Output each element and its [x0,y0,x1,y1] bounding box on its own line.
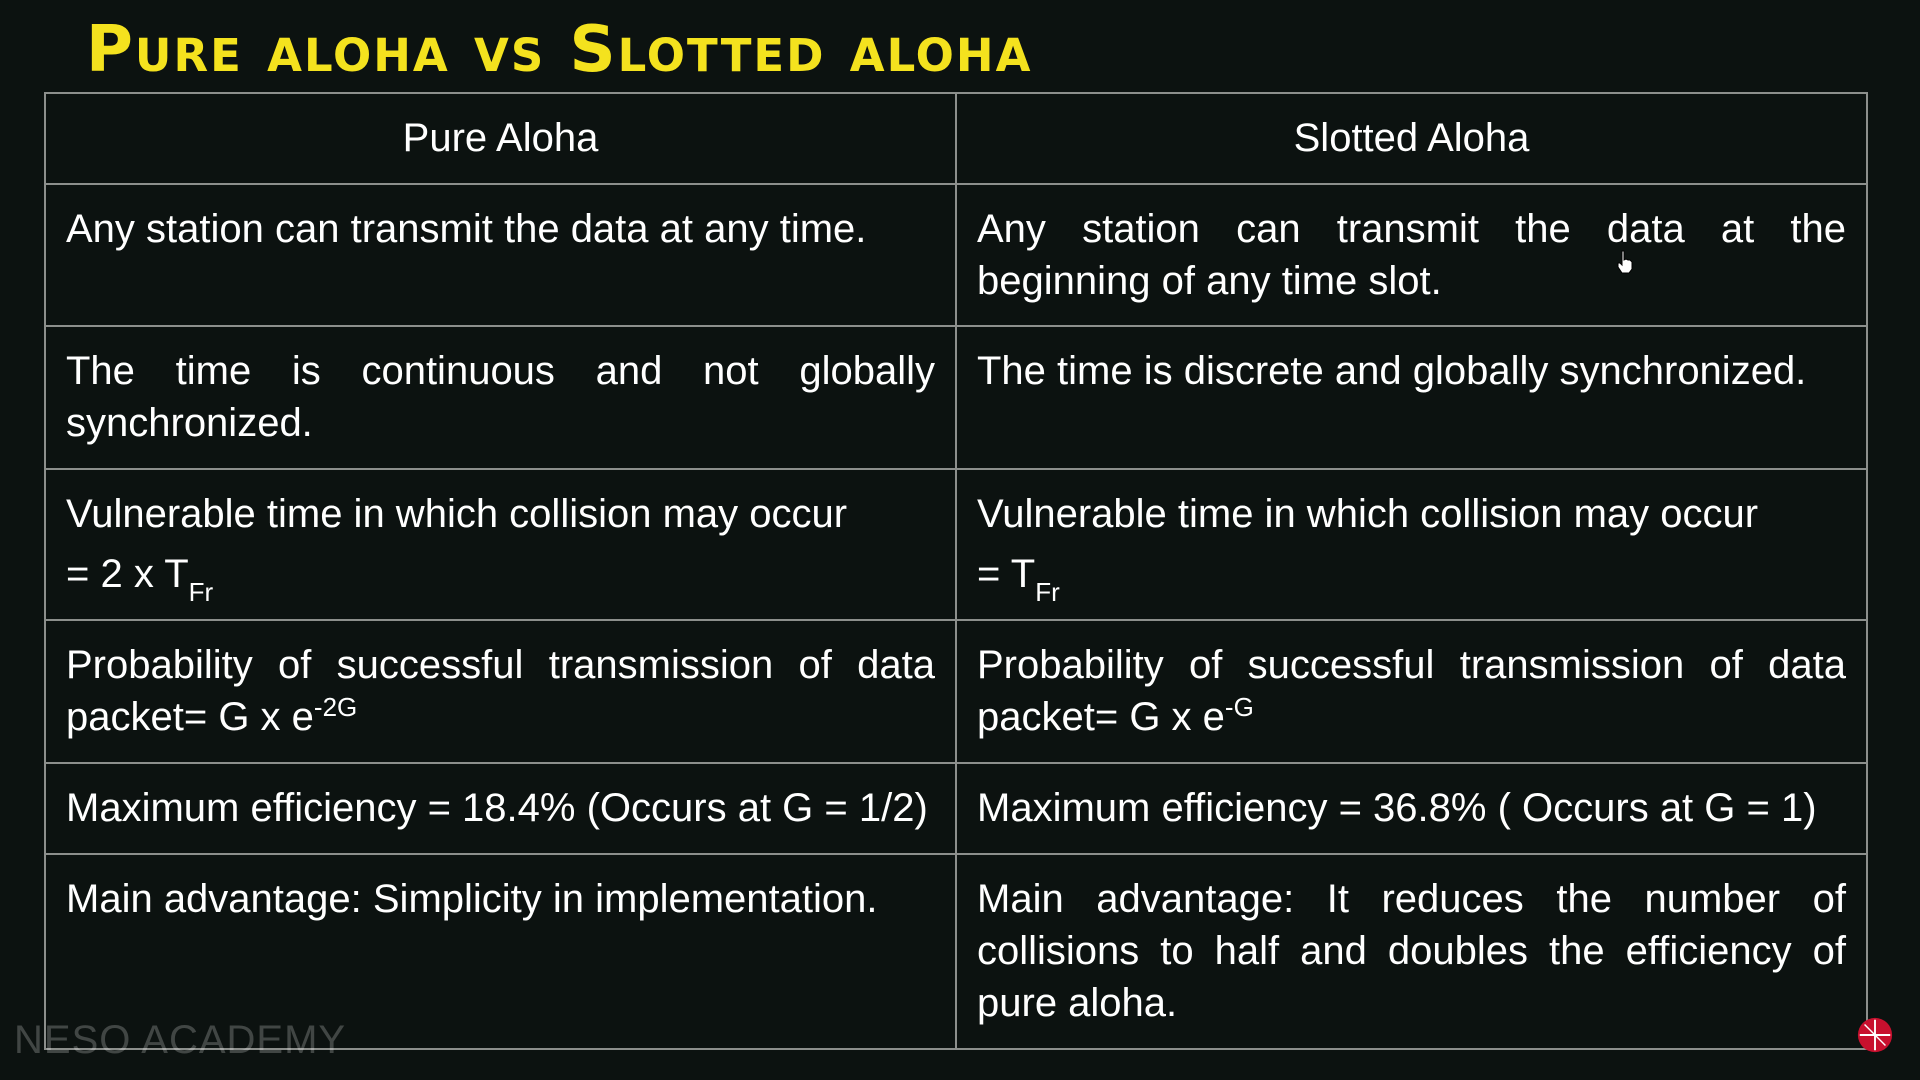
pure-cell: Vulnerable time in which collision may o… [44,468,957,622]
formula-main: = T [977,552,1036,597]
page-title: Pure aloha vs Slotted aloha [86,13,1033,87]
table-row: Maximum efficiency = 18.4% (Occurs at G … [44,762,1868,855]
slotted-cell: Main advantage: It reduces the number of… [955,852,1868,1051]
slotted-cell: Vulnerable time in which collision may o… [955,468,1868,622]
table-row: The time is continuous and not globally … [44,325,1868,471]
formula-subscript: Fr [188,577,214,608]
slotted-probability-text: Probability of successful transmission o… [977,643,1846,740]
pure-vulnerable-text: Vulnerable time in which collision may o… [66,492,848,537]
slotted-cell: Probability of successful transmission o… [955,619,1868,765]
hand-cursor-icon [1617,250,1633,274]
formula-subscript: Fr [1035,577,1060,608]
slotted-vulnerable-text: Vulnerable time in which collision may o… [977,492,1759,537]
table-row: Any station can transmit the data at any… [44,182,1868,328]
slotted-cell: Any station can transmit the data at the… [955,182,1868,328]
slotted-cell: Maximum efficiency = 36.8% ( Occurs at G… [955,762,1868,855]
table-row: Main advantage: Simplicity in implementa… [44,852,1868,1051]
pure-probability-exponent: -2G [313,692,358,723]
table-header-row: Pure Aloha Slotted Aloha [44,92,1868,185]
watermark: NESO ACADEMY [14,1018,347,1062]
pure-cell: Main advantage: Simplicity in implementa… [44,852,957,1051]
formula-main: = 2 x T [66,552,189,597]
table-row: Probability of successful transmission o… [44,619,1868,765]
header-pure-aloha: Pure Aloha [44,92,957,185]
slotted-cell: The time is discrete and globally synchr… [955,325,1868,471]
neso-logo-icon [1857,1017,1893,1053]
pure-cell: The time is continuous and not globally … [44,325,957,471]
pure-vulnerable-formula: = 2 x TFr [66,548,935,605]
pure-cell: Any station can transmit the data at any… [44,182,957,328]
slotted-probability-exponent: -G [1224,692,1254,723]
pure-probability-text: Probability of successful transmission o… [66,643,935,740]
header-slotted-aloha: Slotted Aloha [955,92,1868,185]
pure-cell: Probability of successful transmission o… [44,619,957,765]
comparison-table: Pure Aloha Slotted Aloha Any station can… [44,92,1868,1051]
pure-cell: Maximum efficiency = 18.4% (Occurs at G … [44,762,957,855]
table-row: Vulnerable time in which collision may o… [44,468,1868,622]
slotted-vulnerable-formula: = TFr [977,548,1846,605]
